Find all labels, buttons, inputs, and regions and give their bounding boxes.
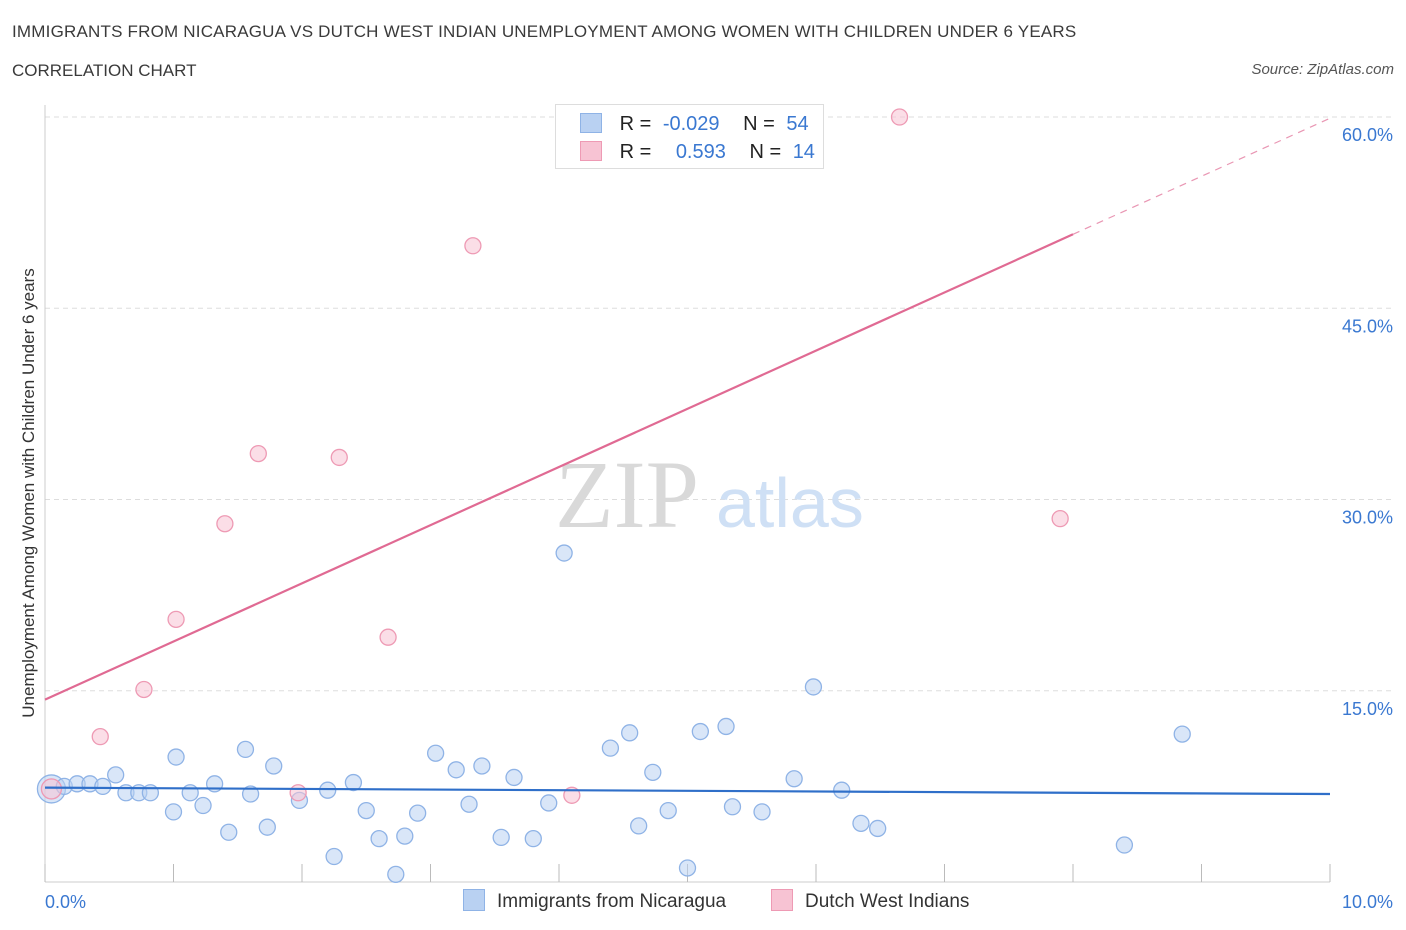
legend-n-value: 14: [792, 141, 815, 163]
watermark-atlas: atlas: [716, 464, 864, 542]
source-label: Source: ZipAtlas.com: [1251, 61, 1394, 78]
nicaragua-point: [621, 724, 639, 742]
nicaragua-point: [357, 801, 375, 820]
nicaragua-point: [804, 678, 823, 696]
dutch-west-indians-point: [40, 778, 63, 800]
watermark-zip: ZIP: [555, 441, 699, 548]
legend-r-value: -0.029: [662, 113, 720, 135]
y-tick-label: 60.0%: [1342, 125, 1393, 145]
bottom-legend-label: Immigrants from Nicaragua: [497, 891, 727, 912]
legend-swatch-pink: [580, 141, 602, 161]
legend-row-nicaragua: R = -0.029 N = 54: [580, 113, 809, 139]
bottom-legend-dutch-west-indians: Dutch West Indians: [771, 889, 969, 913]
nicaragua-point: [691, 722, 709, 741]
legend-n-label: N =: [743, 113, 775, 135]
nicaragua-point: [833, 781, 851, 799]
nicaragua-point: [319, 781, 337, 799]
bottom-legend-swatch-pink: [771, 889, 793, 911]
legend-swatch-blue: [580, 113, 602, 133]
chart-subtitle: CORRELATION CHART: [12, 61, 197, 80]
legend-r-value: 0.593: [675, 141, 726, 163]
y-tick-label: 45.0%: [1342, 316, 1393, 336]
nicaragua-point: [258, 818, 276, 836]
nicaragua-point: [396, 827, 414, 845]
series-nicaragua-points: [36, 544, 1191, 883]
legend-n-label: N =: [749, 141, 782, 163]
dutch-west-indians-point: [167, 610, 185, 628]
correlation-legend: R = -0.029 N = 54 R = 0.593 N = 14: [555, 104, 824, 169]
nicaragua-point: [473, 757, 491, 775]
nicaragua-point: [387, 865, 405, 883]
dutch-west-indians-point: [135, 680, 153, 699]
nicaragua-point: [94, 777, 112, 796]
nicaragua-point: [1173, 725, 1191, 743]
y-tick-label: 30.0%: [1342, 508, 1393, 528]
nicaragua-point: [869, 819, 887, 838]
nicaragua-point: [408, 804, 427, 822]
nicaragua-point: [717, 717, 735, 736]
chart-title: IMMIGRANTS FROM NICARAGUA VS DUTCH WEST …: [12, 22, 1077, 41]
nicaragua-point: [164, 803, 183, 821]
nicaragua-point: [220, 823, 238, 841]
dutch-west-indians-point: [91, 728, 109, 746]
axes: [44, 105, 1331, 883]
nicaragua-point: [630, 817, 648, 835]
nicaragua-point: [678, 859, 697, 877]
nicaragua-point: [492, 828, 510, 847]
nicaragua-point: [460, 795, 478, 813]
dutch-west-indians-point: [890, 108, 909, 126]
nicaragua-point: [540, 794, 558, 812]
y-tick-label: 15.0%: [1342, 699, 1393, 719]
nicaragua-point: [659, 801, 677, 820]
nicaragua-point: [265, 757, 283, 775]
legend-row-dutch-west-indians: R = 0.593 N = 14: [580, 141, 815, 167]
nicaragua-point: [644, 763, 662, 781]
legend-r-label: R =: [619, 113, 652, 135]
legend-n-value: 54: [786, 113, 809, 135]
bottom-legend-swatch-blue: [463, 889, 485, 911]
nicaragua-point: [852, 814, 870, 832]
nicaragua-point: [1115, 836, 1134, 854]
x-tick-label: 0.0%: [45, 892, 86, 912]
nicaragua-point: [426, 744, 445, 762]
nicaragua-point: [447, 761, 465, 779]
dutch-west-indians-trend-extension: [1072, 117, 1331, 235]
dutch-west-indians-point: [330, 448, 348, 467]
bottom-legend-nicaragua: Immigrants from Nicaragua: [463, 889, 726, 913]
nicaragua-point: [601, 739, 620, 757]
tick-labels: 15.0% 30.0% 45.0% 60.0% 0.0% 10.0%: [45, 125, 1393, 912]
nicaragua-point: [505, 768, 523, 787]
legend-r-label: R =: [619, 141, 652, 163]
grid-lines: [45, 116, 1395, 692]
nicaragua-trend-line: [44, 786, 1331, 796]
dutch-west-indians-point: [1051, 509, 1069, 528]
nicaragua-point: [181, 784, 199, 802]
nicaragua-point: [723, 798, 742, 816]
x-tick-label: 10.0%: [1342, 892, 1393, 912]
nicaragua-point: [167, 748, 185, 766]
watermark: ZIP atlas: [555, 441, 864, 548]
dutch-west-indians-point: [379, 628, 397, 646]
nicaragua-point: [107, 766, 125, 784]
dutch-west-indians-point: [249, 444, 267, 463]
nicaragua-point: [524, 830, 542, 848]
nicaragua-point: [370, 830, 388, 848]
dutch-west-indians-point: [464, 237, 482, 255]
dutch-west-indians-trend-line: [44, 233, 1074, 701]
bottom-legend-label: Dutch West Indians: [805, 891, 970, 912]
trend-lines: [44, 117, 1331, 796]
nicaragua-point: [555, 544, 573, 562]
y-axis-label: Unemployment Among Women with Children U…: [19, 268, 38, 717]
nicaragua-point: [785, 770, 803, 788]
nicaragua-point: [241, 785, 260, 803]
nicaragua-point: [753, 803, 771, 821]
dutch-west-indians-point: [289, 784, 307, 802]
nicaragua-point: [325, 847, 343, 866]
nicaragua-point: [236, 740, 255, 759]
dutch-west-indians-point: [216, 515, 234, 533]
nicaragua-point: [194, 796, 212, 815]
nicaragua-point: [344, 773, 363, 792]
